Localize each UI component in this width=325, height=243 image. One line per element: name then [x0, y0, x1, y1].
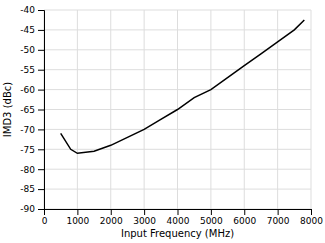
tick-label: -55: [20, 65, 35, 75]
tick-mark: [38, 90, 44, 91]
tick-label: -90: [20, 204, 35, 214]
grid-line: [44, 129, 311, 130]
tick-label: -80: [20, 165, 35, 175]
tick: 1000: [66, 209, 89, 226]
tick-label: 4000: [167, 216, 190, 226]
tick-label: 1000: [66, 216, 89, 226]
tick: 6000: [233, 209, 256, 226]
tick-mark: [311, 209, 312, 215]
tick-mark: [38, 169, 44, 170]
tick: -85: [20, 184, 44, 194]
tick: 0: [42, 209, 48, 226]
tick-label: -75: [20, 145, 35, 155]
tick-label: -65: [20, 105, 35, 115]
grid-line: [44, 29, 311, 30]
tick: -40: [20, 5, 44, 15]
grid-line: [44, 189, 311, 190]
tick-label: 3000: [133, 216, 156, 226]
tick-label: 7000: [267, 216, 290, 226]
tick-label: -40: [20, 5, 35, 15]
tick-mark: [38, 129, 44, 130]
tick-mark: [244, 209, 245, 215]
tick: -65: [20, 105, 44, 115]
axis-line: [45, 210, 312, 216]
tick-mark: [38, 110, 44, 111]
tick-label: 5000: [200, 216, 223, 226]
grid-line: [44, 10, 311, 11]
tick-label: 6000: [233, 216, 256, 226]
tick-mark: [211, 209, 212, 215]
tick: 5000: [200, 209, 223, 226]
grid-line: [44, 49, 311, 50]
tick-label: -60: [20, 85, 35, 95]
tick-mark: [144, 209, 145, 215]
tick: -90: [20, 204, 44, 214]
y-axis: -90 -85 -80 -75 -70 -65 -60 -55 -50 -45 -40: [20, 5, 44, 214]
tick-label: -70: [20, 125, 35, 135]
tick-mark: [38, 10, 44, 11]
tick-mark: [38, 70, 44, 71]
tick-mark: [278, 209, 279, 215]
tick-mark: [77, 209, 78, 215]
tick: -70: [20, 125, 44, 135]
line: [61, 20, 305, 153]
tick-mark: [38, 149, 44, 150]
tick-mark: [38, 30, 44, 31]
y-axis-title: IMD3 (dBc): [2, 82, 13, 137]
tick: -50: [20, 45, 44, 55]
tick: -55: [20, 65, 44, 75]
tick: 8000: [300, 209, 323, 226]
x-axis: 0 1000 2000 3000 4000 5000 6000 7000 8000: [42, 209, 324, 226]
tick: -75: [20, 145, 44, 155]
x-axis-title: Input Frequency (MHz): [121, 228, 234, 239]
chart: 010002000300040005000600070008000-90-85-…: [0, 0, 325, 243]
tick: 4000: [167, 209, 190, 226]
tick: -60: [20, 85, 44, 95]
tick: -80: [20, 165, 44, 175]
tick: 3000: [133, 209, 156, 226]
tick-label: -50: [20, 45, 35, 55]
tick-label: -85: [20, 184, 35, 194]
grid: [44, 10, 311, 209]
plot-area: 010002000300040005000600070008000-90-85-…: [20, 5, 323, 226]
data-layer: [61, 20, 305, 153]
axis-line: [38, 11, 45, 210]
tick: -45: [20, 25, 44, 35]
tick-label: 2000: [100, 216, 123, 226]
tick: 2000: [100, 209, 123, 226]
tick-label: 0: [42, 216, 48, 226]
tick-mark: [178, 209, 179, 215]
tick-mark: [38, 50, 44, 51]
tick-mark: [38, 189, 44, 190]
tick-mark: [38, 209, 44, 210]
tick-label: 8000: [300, 216, 323, 226]
grid-line: [44, 69, 311, 70]
grid-line: [44, 149, 311, 150]
grid-line: [44, 169, 311, 170]
grid-line: [44, 89, 311, 90]
tick-mark: [111, 209, 112, 215]
tick-label: -45: [20, 25, 35, 35]
tick: 7000: [267, 209, 290, 226]
